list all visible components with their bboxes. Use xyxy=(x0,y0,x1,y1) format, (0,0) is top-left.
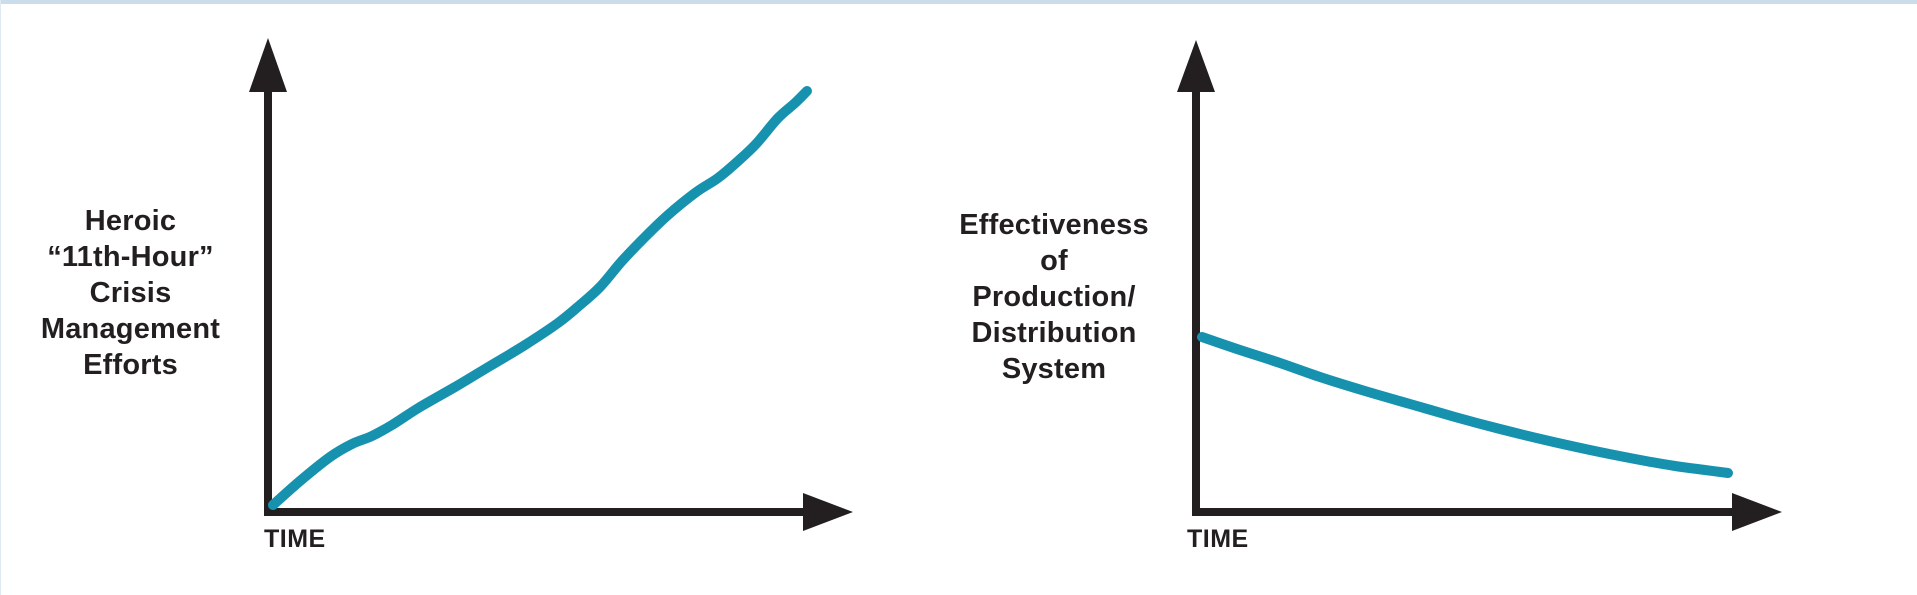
chart-crisis-management xyxy=(249,38,853,531)
left-x-axis-label: TIME xyxy=(264,525,326,553)
left-y-axis-label: Heroic “11th-Hour” Crisis Management Eff… xyxy=(40,205,221,381)
right-y-axis-label: Effectiveness of Production/ Distributio… xyxy=(959,209,1149,385)
right-x-axis-label: TIME xyxy=(1187,525,1249,553)
top-border-line xyxy=(0,0,1917,4)
left-y-axis-arrowhead-icon xyxy=(249,38,287,92)
left-border-line xyxy=(0,0,1,595)
left-trend-curve xyxy=(268,86,812,510)
right-x-axis-arrowhead-icon xyxy=(1732,493,1782,531)
right-y-axis-arrowhead-icon xyxy=(1177,40,1215,92)
left-x-axis-arrowhead-icon xyxy=(803,493,853,531)
chart-production-distribution xyxy=(1177,40,1782,531)
right-trend-curve xyxy=(1197,332,1733,478)
